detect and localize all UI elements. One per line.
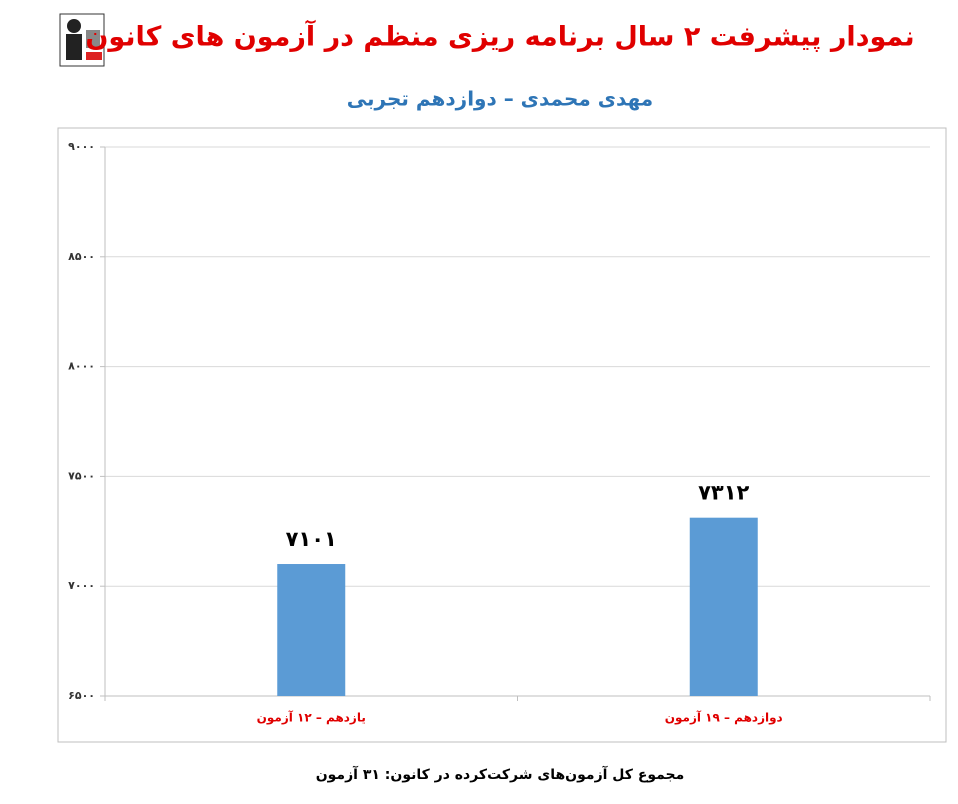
y-tick-label: ۷۰۰۰ — [68, 579, 95, 592]
x-tick-label: دوازدهم – ۱۹ آزمون — [665, 710, 783, 726]
x-tick-label: یازدهم – ۱۲ آزمون — [257, 710, 366, 726]
bar — [689, 517, 758, 696]
y-tick-label: ۸۰۰۰ — [68, 360, 95, 373]
value-label: ۷۱۰۱ — [286, 527, 337, 551]
chart-title: نمودار پیشرفت ۲ سال برنامه ریزی منظم در … — [85, 20, 914, 53]
logo — [59, 13, 105, 67]
footnote: مجموع کل آزمون‌های شرکت‌کرده در کانون: ۳… — [316, 765, 685, 783]
value-label: ۷۳۱۲ — [698, 481, 749, 505]
chart-subtitle: مهدی محمدی – دوازدهم تجربی — [347, 87, 653, 111]
bar — [277, 564, 346, 696]
y-tick-label: ۸۵۰۰ — [68, 250, 95, 263]
y-tick-label: ۷۵۰۰ — [68, 469, 95, 482]
y-tick-label: ۹۰۰۰ — [68, 140, 95, 153]
chart-frame — [57, 127, 947, 743]
y-tick-label: ۶۵۰۰ — [68, 689, 95, 702]
